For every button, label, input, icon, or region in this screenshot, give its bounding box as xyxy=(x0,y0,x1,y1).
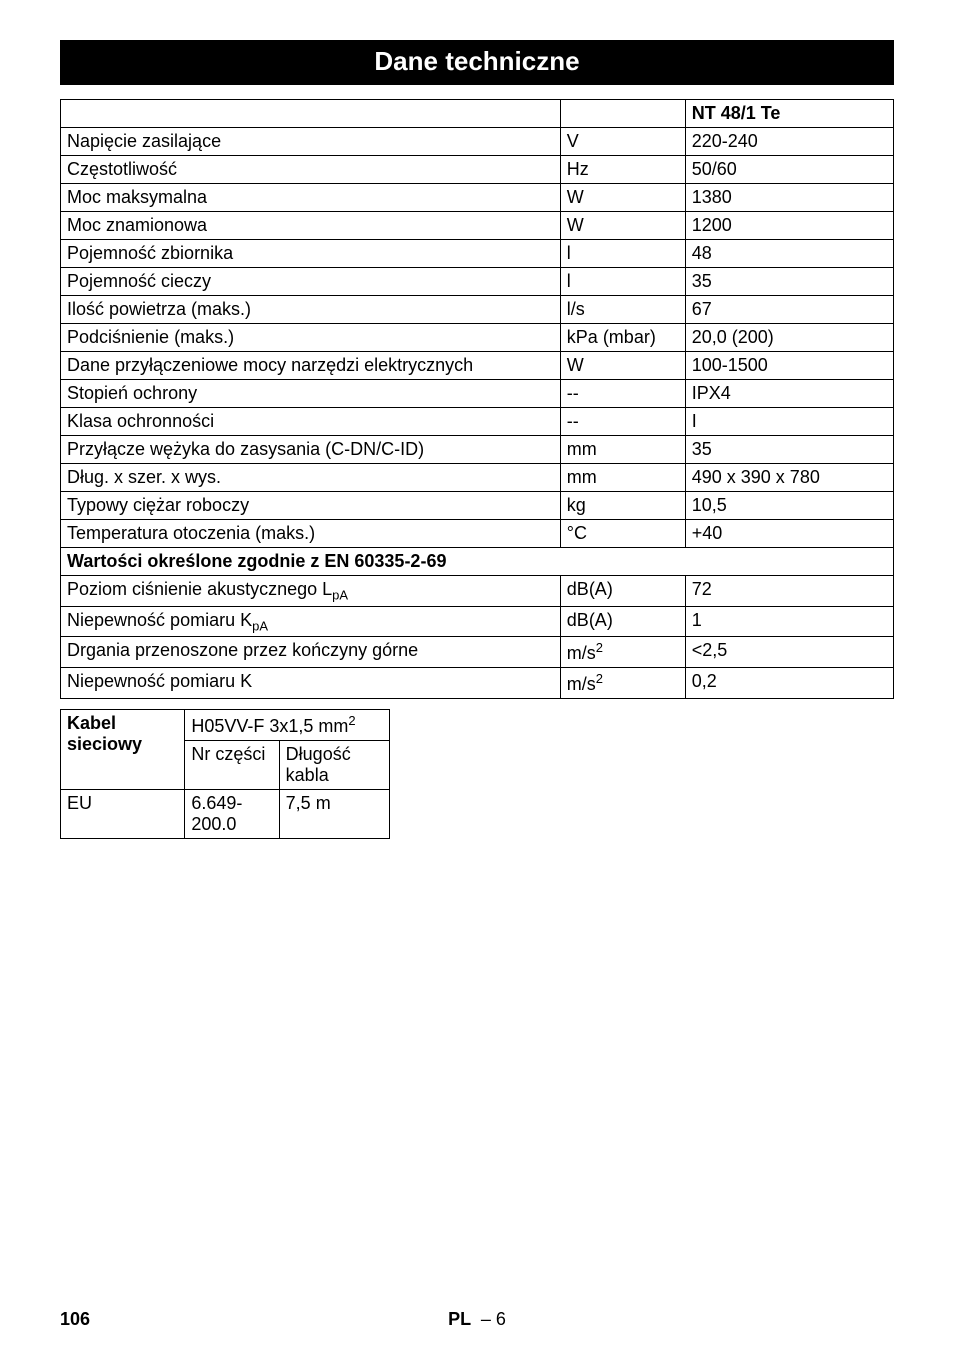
spec-value: 1 xyxy=(685,606,893,637)
spec-unit: mm xyxy=(560,436,685,464)
cable-header-row: Kabel sieciowy H05VV-F 3x1,5 mm2 xyxy=(61,710,390,741)
spec-value: 10,5 xyxy=(685,492,893,520)
spec-label: Dług. x szer. x wys. xyxy=(61,464,561,492)
table-row: Napięcie zasilająceV220-240 xyxy=(61,128,894,156)
table-row: Temperatura otoczenia (maks.)°C+40 xyxy=(61,520,894,548)
spec-value: 50/60 xyxy=(685,156,893,184)
footer-center: PL – 6 xyxy=(60,1309,894,1330)
cable-table: Kabel sieciowy H05VV-F 3x1,5 mm2 Nr częś… xyxy=(60,709,390,839)
cable-region: EU xyxy=(61,790,185,839)
spec-value: 1380 xyxy=(685,184,893,212)
spec-value: 35 xyxy=(685,268,893,296)
spec-unit: -- xyxy=(560,408,685,436)
spec-label: Napięcie zasilające xyxy=(61,128,561,156)
spec-label: Klasa ochronności xyxy=(61,408,561,436)
spec-label: Temperatura otoczenia (maks.) xyxy=(61,520,561,548)
table-row: Moc maksymalnaW1380 xyxy=(61,184,894,212)
section-header-cell: Wartości określone zgodnie z EN 60335-2-… xyxy=(61,548,894,576)
header-cell xyxy=(61,100,561,128)
cable-part-number: 6.649-200.0 xyxy=(185,790,279,839)
table-row: Przyłącze wężyka do zasysania (C-DN/C-ID… xyxy=(61,436,894,464)
spec-unit: -- xyxy=(560,380,685,408)
cable-subheader-part: Nr części xyxy=(185,741,279,790)
table-row: CzęstotliwośćHz50/60 xyxy=(61,156,894,184)
header-cell xyxy=(560,100,685,128)
spec-label: Poziom ciśnienie akustycznego LpA xyxy=(61,576,561,607)
spec-value: 0,2 xyxy=(685,668,893,699)
footer-lang: PL xyxy=(448,1309,471,1329)
spec-value: IPX4 xyxy=(685,380,893,408)
spec-value: 100-1500 xyxy=(685,352,893,380)
cable-header-spec: H05VV-F 3x1,5 mm2 xyxy=(185,710,390,741)
table-section-header: Wartości określone zgodnie z EN 60335-2-… xyxy=(61,548,894,576)
spec-value: 220-240 xyxy=(685,128,893,156)
table-row: Podciśnienie (maks.)kPa (mbar)20,0 (200) xyxy=(61,324,894,352)
cable-length: 7,5 m xyxy=(279,790,389,839)
section-title: Dane techniczne xyxy=(60,40,894,85)
spec-value: 490 x 390 x 780 xyxy=(685,464,893,492)
spec-unit: mm xyxy=(560,464,685,492)
footer-subpage: – 6 xyxy=(481,1309,506,1329)
spec-unit: kPa (mbar) xyxy=(560,324,685,352)
spec-label: Drgania przenoszone przez kończyny górne xyxy=(61,637,561,668)
spec-unit: m/s2 xyxy=(560,637,685,668)
spec-value: <2,5 xyxy=(685,637,893,668)
spec-unit: dB(A) xyxy=(560,576,685,607)
spec-unit: W xyxy=(560,352,685,380)
spec-value: 35 xyxy=(685,436,893,464)
spec-value: 67 xyxy=(685,296,893,324)
page: Dane techniczne NT 48/1 Te Napięcie zasi… xyxy=(0,0,954,1354)
table-row: Stopień ochrony--IPX4 xyxy=(61,380,894,408)
spec-unit: l/s xyxy=(560,296,685,324)
spec-label: Ilość powietrza (maks.) xyxy=(61,296,561,324)
table-row: Niepewność pomiaru KpAdB(A)1 xyxy=(61,606,894,637)
table-row: Poziom ciśnienie akustycznego LpAdB(A)72 xyxy=(61,576,894,607)
table-row: Ilość powietrza (maks.)l/s67 xyxy=(61,296,894,324)
spec-label: Niepewność pomiaru K xyxy=(61,668,561,699)
spec-label: Częstotliwość xyxy=(61,156,561,184)
table-row: Pojemność zbiornikal48 xyxy=(61,240,894,268)
spec-label: Przyłącze wężyka do zasysania (C-DN/C-ID… xyxy=(61,436,561,464)
spec-unit: kg xyxy=(560,492,685,520)
spec-unit: m/s2 xyxy=(560,668,685,699)
spec-label: Pojemność zbiornika xyxy=(61,240,561,268)
spec-unit: V xyxy=(560,128,685,156)
table-row: Typowy ciężar roboczykg10,5 xyxy=(61,492,894,520)
spec-unit: l xyxy=(560,268,685,296)
table-row: Drgania przenoszone przez kończyny górne… xyxy=(61,637,894,668)
spec-unit: dB(A) xyxy=(560,606,685,637)
spec-label: Podciśnienie (maks.) xyxy=(61,324,561,352)
table-row: Niepewność pomiaru Km/s20,2 xyxy=(61,668,894,699)
spec-value: +40 xyxy=(685,520,893,548)
spec-unit: W xyxy=(560,212,685,240)
spec-table: NT 48/1 Te Napięcie zasilająceV220-240 C… xyxy=(60,99,894,699)
cable-data-row: EU 6.649-200.0 7,5 m xyxy=(61,790,390,839)
spec-label: Moc znamionowa xyxy=(61,212,561,240)
spec-value: 48 xyxy=(685,240,893,268)
spec-unit: °C xyxy=(560,520,685,548)
table-row: Klasa ochronności--I xyxy=(61,408,894,436)
spec-unit: Hz xyxy=(560,156,685,184)
spec-value: 1200 xyxy=(685,212,893,240)
header-cell-model: NT 48/1 Te xyxy=(685,100,893,128)
spec-label: Typowy ciężar roboczy xyxy=(61,492,561,520)
table-row: Moc znamionowaW1200 xyxy=(61,212,894,240)
spec-label: Niepewność pomiaru KpA xyxy=(61,606,561,637)
spec-value: 72 xyxy=(685,576,893,607)
table-row: Dane przyłączeniowe mocy narzędzi elektr… xyxy=(61,352,894,380)
spec-label: Stopień ochrony xyxy=(61,380,561,408)
spec-value: I xyxy=(685,408,893,436)
table-row: Dług. x szer. x wys.mm490 x 390 x 780 xyxy=(61,464,894,492)
table-header-row: NT 48/1 Te xyxy=(61,100,894,128)
spec-label: Pojemność cieczy xyxy=(61,268,561,296)
cable-header-label: Kabel sieciowy xyxy=(61,710,185,790)
table-row: Pojemność cieczyl35 xyxy=(61,268,894,296)
spec-label: Moc maksymalna xyxy=(61,184,561,212)
page-footer: 106 PL – 6 xyxy=(60,1309,894,1330)
spec-unit: l xyxy=(560,240,685,268)
spec-label: Dane przyłączeniowe mocy narzędzi elektr… xyxy=(61,352,561,380)
spec-value: 20,0 (200) xyxy=(685,324,893,352)
cable-subheader-length: Długość kabla xyxy=(279,741,389,790)
spec-unit: W xyxy=(560,184,685,212)
